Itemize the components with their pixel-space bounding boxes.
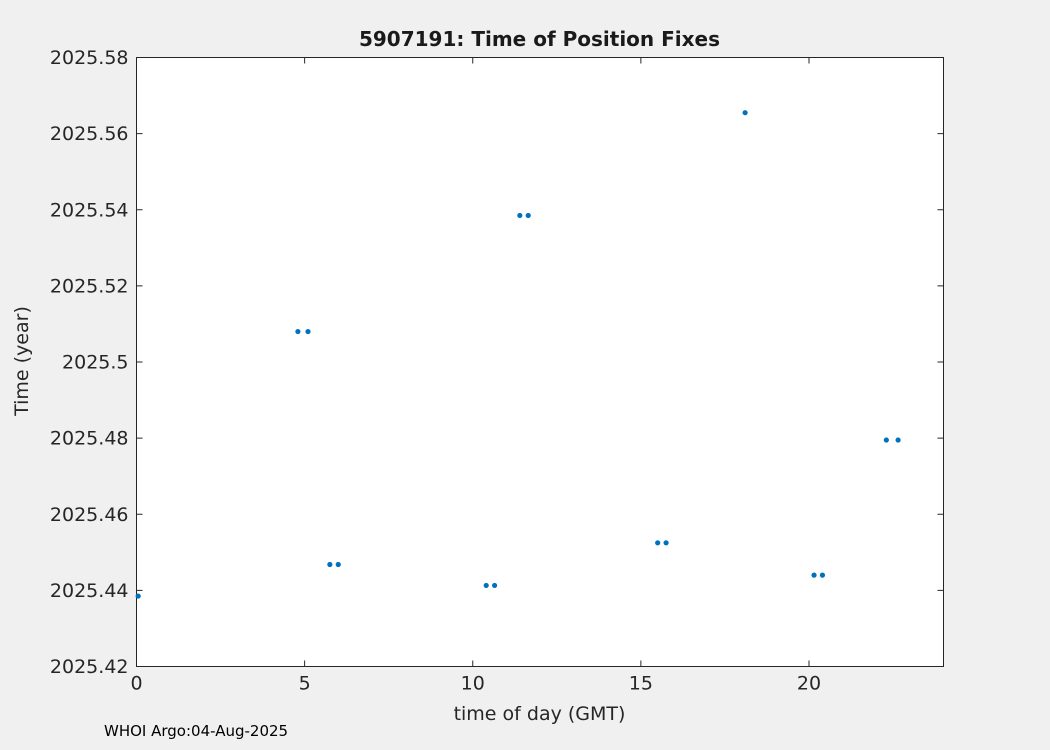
y-tick-label: 2025.56 [50, 123, 129, 145]
chart-title: 5907191: Time of Position Fixes [358, 27, 721, 51]
x-tick-label: 15 [629, 673, 653, 695]
x-tick-label: 10 [461, 673, 485, 695]
data-point [663, 540, 669, 546]
x-tick-label: 20 [797, 673, 821, 695]
data-point [483, 582, 489, 589]
data-point [655, 540, 661, 546]
data-point [895, 437, 901, 443]
y-tick-label: 2025.44 [50, 580, 129, 602]
footer-note: WHOI Argo:04-Aug-2025 [104, 722, 289, 740]
data-point [517, 212, 523, 219]
data-point [811, 572, 817, 578]
y-tick-label: 2025.58 [50, 47, 129, 69]
data-point [525, 212, 531, 219]
x-tick-label: 0 [130, 673, 142, 695]
x-axis-label: time of day (GMT) [453, 703, 626, 725]
y-tick-label: 2025.54 [50, 199, 129, 221]
y-tick-label: 2025.52 [50, 275, 129, 297]
plot-area [136, 57, 944, 667]
y-tick-label: 2025.42 [50, 656, 129, 678]
data-point [305, 328, 311, 335]
data-point [819, 572, 826, 578]
y-tick-label: 2025.5 [62, 352, 128, 374]
y-axis-label: Time (year) [11, 306, 33, 416]
data-point [742, 110, 748, 116]
y-tick-label: 2025.46 [50, 504, 129, 526]
y-tick-label: 2025.48 [50, 428, 129, 450]
data-point [327, 561, 333, 568]
data-point [295, 328, 301, 335]
data-point [492, 582, 498, 589]
x-tick-label: 5 [299, 673, 311, 695]
data-point [883, 437, 889, 443]
data-point [335, 561, 341, 568]
data-point [135, 593, 141, 599]
